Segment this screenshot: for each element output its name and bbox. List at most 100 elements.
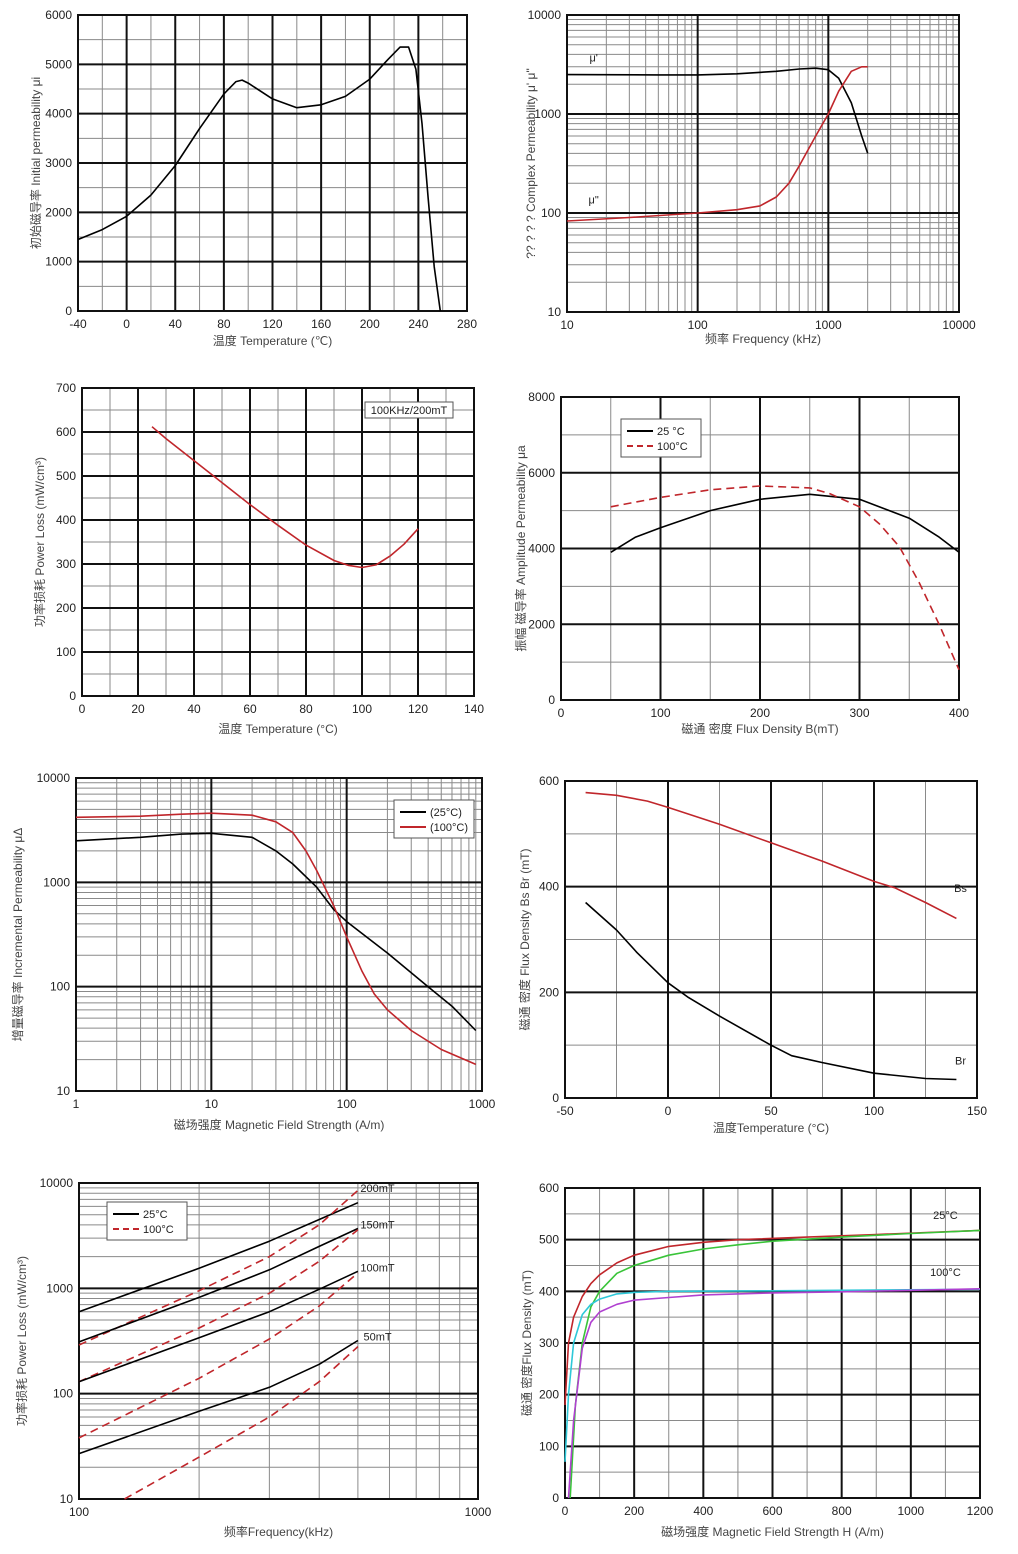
x-tick-label: 10000 xyxy=(942,318,976,332)
series-line xyxy=(75,832,477,1032)
y-axis-label: 功率损耗 Power Loss (mW/cm³) xyxy=(14,1256,29,1426)
y-tick-label: 10000 xyxy=(40,1176,74,1190)
x-tick-label: 100 xyxy=(337,1097,357,1111)
x-tick-label: 80 xyxy=(299,702,313,716)
x-axis-label: 频率Frequency(kHz) xyxy=(224,1524,333,1539)
series-line xyxy=(77,46,442,312)
grid-group xyxy=(77,14,468,312)
series-line xyxy=(564,1229,981,1406)
y-tick-label: 400 xyxy=(539,880,559,894)
series-line xyxy=(567,1288,981,1499)
y-tick-label: 600 xyxy=(539,1181,559,1195)
y-axis-label: 振幅 磁导率 Amplitude Permeability μa xyxy=(513,445,528,652)
y-tick-label: 500 xyxy=(56,469,76,483)
y-tick-label: 100 xyxy=(539,1439,559,1453)
x-tick-label: 1000 xyxy=(469,1097,496,1111)
series-annotation: 25°C xyxy=(933,1210,958,1222)
legend-box xyxy=(393,799,475,839)
series-annotation: 200mT xyxy=(360,1183,395,1195)
series-line xyxy=(78,1270,359,1383)
y-axis-label: 增量磁导率 Incremental Permeability μΔ xyxy=(10,828,25,1042)
series-line xyxy=(124,1346,359,1500)
chart-complex-permeability-vs-frequency: 10 100 1000 10000 10 100 1000 10000 频率 Frequency… xyxy=(524,8,976,346)
y-tick-label: 10 xyxy=(57,1084,71,1098)
y-tick-label: 2000 xyxy=(45,205,72,219)
y-tick-label: 200 xyxy=(539,1388,559,1402)
x-tick-label: 400 xyxy=(949,706,969,720)
series-annotation: μ" xyxy=(589,194,599,206)
series-line xyxy=(585,791,957,920)
y-tick-label: 400 xyxy=(539,1284,559,1298)
y-tick-label: 600 xyxy=(539,774,559,788)
series-line xyxy=(78,1339,359,1455)
x-tick-label: 20 xyxy=(131,702,145,716)
chart-power-loss-vs-temperature: 0 20 40 60 80 100 120 140 0 100 200 300 400 500 600 700… xyxy=(32,381,484,736)
x-tick-label: 0 xyxy=(665,1104,672,1118)
x-tick-label: 1 xyxy=(73,1097,80,1111)
y-tick-label: 200 xyxy=(56,601,76,615)
x-tick-label: 100 xyxy=(864,1104,884,1118)
plot-frame xyxy=(77,14,468,312)
grid-group xyxy=(566,14,960,313)
y-tick-label: 100 xyxy=(50,980,70,994)
y-tick-label: 100 xyxy=(56,645,76,659)
series-line xyxy=(610,485,960,671)
series-line xyxy=(564,1288,981,1462)
y-axis-label: ?? ? ? ? Complex Permeability μ' μ" xyxy=(524,68,538,258)
series-annotation: μ' xyxy=(589,52,597,64)
annotation-text: 100KHz/200mT xyxy=(371,405,448,417)
x-tick-label: 140 xyxy=(464,702,484,716)
y-tick-label: 700 xyxy=(56,381,76,395)
x-tick-label: 200 xyxy=(360,317,380,331)
y-tick-label: 6000 xyxy=(45,8,72,22)
x-tick-label: 100 xyxy=(650,706,670,720)
plot-frame xyxy=(564,780,978,1099)
chart-bh-curve: 0 200 400 600 800 1000 1200 0 100 200 300 400 500 600… xyxy=(519,1181,994,1539)
annotation-box xyxy=(364,401,454,419)
x-tick-label: 150 xyxy=(967,1104,987,1118)
y-tick-label: 600 xyxy=(56,425,76,439)
legend-box xyxy=(620,418,702,458)
plot-frame xyxy=(75,777,483,1092)
y-tick-label: 4000 xyxy=(528,542,555,556)
y-tick-label: 1000 xyxy=(534,107,561,121)
y-tick-label: 200 xyxy=(539,985,559,999)
legend-label: 100°C xyxy=(143,1224,174,1236)
y-tick-label: 0 xyxy=(65,304,72,318)
x-tick-label: -40 xyxy=(69,317,87,331)
y-tick-label: 0 xyxy=(69,689,76,703)
plot-frame xyxy=(81,387,475,697)
y-tick-label: 10 xyxy=(60,1492,74,1506)
x-tick-label: 200 xyxy=(624,1504,644,1518)
x-tick-label: 0 xyxy=(558,706,565,720)
plot-frame xyxy=(564,1187,981,1499)
series-line xyxy=(585,901,957,1081)
y-axis-label: 功率损耗 Power Loss (mW/cm³) xyxy=(32,457,47,627)
grid-group xyxy=(560,396,960,701)
series-annotation: 100°C xyxy=(930,1267,961,1279)
chart-initial-permeability-vs-temperature: -40 0 40 80 120 160 200 240 28001000200030004000… xyxy=(28,8,477,348)
x-tick-label: 10 xyxy=(205,1097,219,1111)
x-tick-label: 200 xyxy=(750,706,770,720)
x-tick-label: 1200 xyxy=(967,1504,994,1518)
series-line xyxy=(566,67,869,154)
legend-box xyxy=(106,1201,188,1241)
y-tick-label: 10000 xyxy=(37,771,71,785)
grid-group xyxy=(81,387,475,697)
x-tick-label: 60 xyxy=(243,702,257,716)
grid-group xyxy=(75,777,483,1092)
x-tick-label: 100 xyxy=(352,702,372,716)
x-tick-label: 800 xyxy=(832,1504,852,1518)
y-tick-label: 5000 xyxy=(45,57,72,71)
x-tick-label: 100 xyxy=(69,1505,89,1519)
x-tick-label: 240 xyxy=(408,317,428,331)
series-line xyxy=(78,1189,359,1346)
chart-power-loss-vs-frequency: 100 100010100100010000频率Frequency(kHz)功率损… xyxy=(14,1176,492,1539)
y-tick-label: 300 xyxy=(539,1336,559,1350)
y-tick-label: 4000 xyxy=(45,107,72,121)
x-tick-label: 280 xyxy=(457,317,477,331)
plot-frame xyxy=(566,14,960,313)
x-tick-label: 0 xyxy=(79,702,86,716)
x-tick-label: -50 xyxy=(556,1104,574,1118)
